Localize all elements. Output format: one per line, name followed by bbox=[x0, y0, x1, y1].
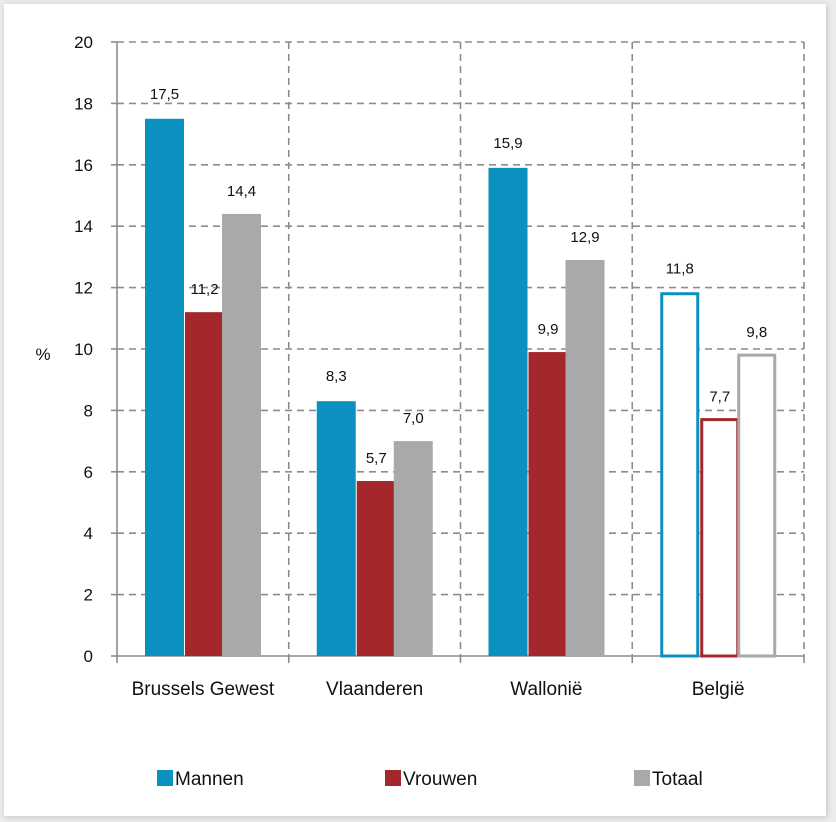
y-axis-label: % bbox=[35, 345, 50, 364]
bar-vrouwen bbox=[700, 418, 740, 658]
data-label: 12,9 bbox=[570, 229, 599, 246]
bar-totaal bbox=[565, 259, 605, 656]
data-label: 15,9 bbox=[493, 135, 522, 152]
y-tick-label: 20 bbox=[74, 33, 93, 52]
y-tick-label: 6 bbox=[84, 463, 93, 482]
data-label: 11,2 bbox=[190, 281, 218, 298]
y-tick-label: 8 bbox=[84, 401, 93, 420]
bar-vrouwen bbox=[185, 312, 224, 656]
data-label: 5,7 bbox=[366, 450, 387, 467]
legend-swatch bbox=[634, 770, 650, 786]
legend-label: Vrouwen bbox=[403, 769, 477, 790]
data-label: 9,9 bbox=[538, 321, 559, 338]
bar-mannen bbox=[660, 292, 700, 658]
data-label: 8,3 bbox=[326, 368, 347, 385]
data-label: 14,4 bbox=[227, 183, 256, 200]
category-label: België bbox=[692, 679, 745, 700]
bar-mannen bbox=[145, 118, 184, 656]
legend-label: Mannen bbox=[175, 769, 244, 790]
y-tick-label: 2 bbox=[84, 586, 93, 605]
category-label: Vlaanderen bbox=[326, 679, 423, 700]
y-tick-label: 0 bbox=[84, 647, 93, 666]
bar-vrouwen bbox=[528, 352, 568, 656]
data-label: 17,5 bbox=[150, 86, 179, 103]
y-tick-label: 18 bbox=[74, 94, 93, 113]
bar-mannen bbox=[488, 167, 528, 656]
category-label: Brussels Gewest bbox=[132, 679, 275, 700]
bar-totaal bbox=[737, 353, 777, 658]
legend-swatch bbox=[157, 770, 173, 786]
legend-label: Totaal bbox=[652, 769, 703, 790]
data-label: 9,8 bbox=[746, 324, 767, 341]
bar-totaal bbox=[222, 213, 261, 657]
data-label: 7,7 bbox=[709, 389, 730, 406]
data-label: 11,8 bbox=[666, 261, 694, 278]
y-tick-label: 14 bbox=[74, 217, 93, 236]
legend-swatch bbox=[385, 770, 401, 786]
data-label: 7,0 bbox=[403, 410, 424, 427]
y-tick-label: 16 bbox=[74, 156, 93, 175]
bar-vrouwen bbox=[356, 481, 396, 656]
y-tick-label: 4 bbox=[84, 524, 93, 543]
category-label: Wallonië bbox=[510, 679, 582, 700]
bar-totaal bbox=[393, 441, 433, 656]
bar-mannen bbox=[316, 401, 356, 656]
y-tick-label: 12 bbox=[74, 279, 93, 298]
y-tick-label: 10 bbox=[74, 340, 93, 359]
